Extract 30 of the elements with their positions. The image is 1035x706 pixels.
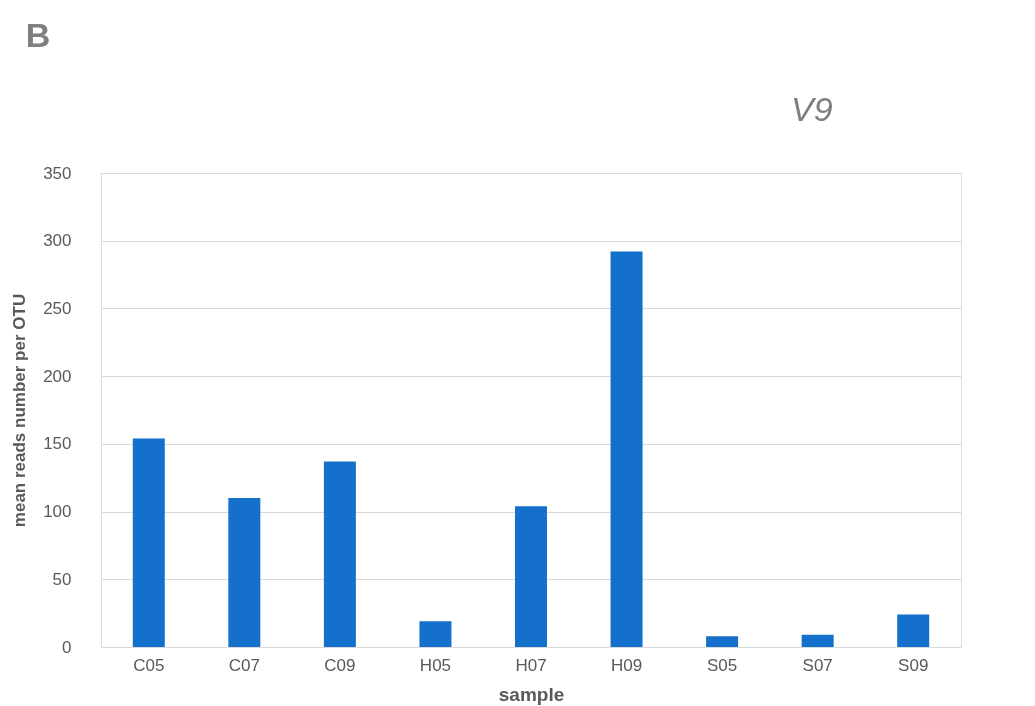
y-tick-label: 300: [43, 231, 72, 251]
x-tick-label: S07: [802, 655, 833, 675]
bar: [801, 634, 834, 647]
x-tick-label: S09: [898, 655, 929, 675]
y-tick-label: 100: [43, 502, 72, 522]
bar: [610, 251, 643, 647]
bar: [228, 498, 261, 647]
x-tick-label: H09: [610, 655, 643, 675]
y-tick-label: 0: [62, 637, 72, 657]
y-axis-title: mean reads number per OTU: [10, 293, 30, 528]
bar: [515, 506, 547, 647]
text: V9: [791, 90, 833, 128]
bar: [897, 614, 930, 647]
y-tick-label: 350: [43, 163, 72, 183]
bar: [706, 636, 739, 647]
y-tick-label: 200: [43, 366, 72, 386]
bar: [419, 621, 452, 647]
y-tick-label: 250: [43, 298, 72, 318]
y-tick-label: 150: [43, 434, 72, 454]
bar: [323, 461, 356, 647]
x-tick-label: H07: [515, 655, 547, 675]
x-axis-title: sample: [498, 683, 565, 705]
x-tick-label: C09: [324, 655, 356, 675]
y-tick-label: 50: [52, 569, 72, 589]
x-tick-label: H05: [419, 655, 452, 675]
x-tick-label: C07: [228, 655, 260, 675]
chart-title: B: [25, 16, 51, 54]
bar: [132, 438, 165, 647]
x-tick-label: C05: [133, 655, 165, 675]
x-tick-label: S05: [706, 655, 738, 675]
